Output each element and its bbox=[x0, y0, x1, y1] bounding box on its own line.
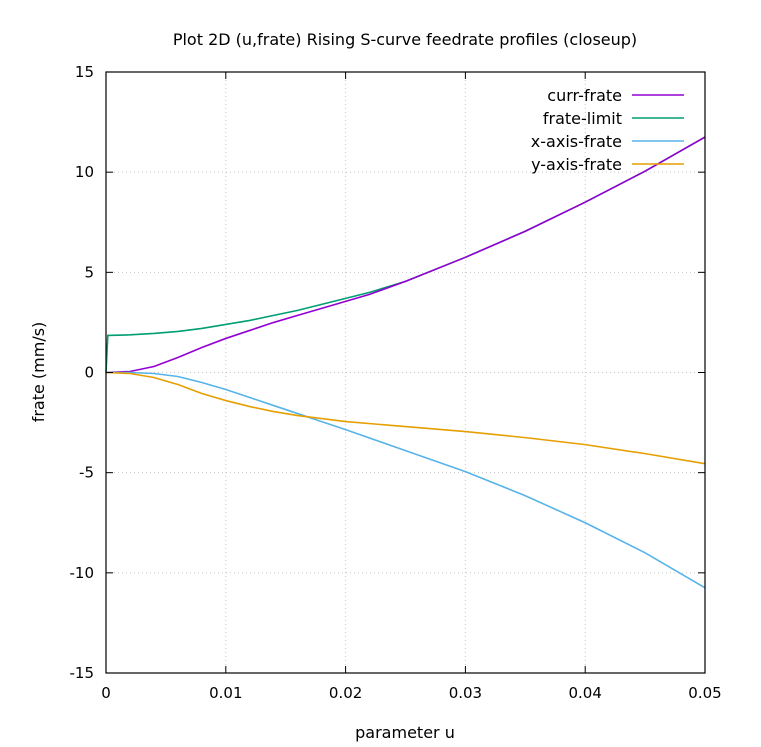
tick-layer: 0 0.01 0.02 0.03 0.04 0.05 -15 -10 -5 0 5 10 15 bbox=[70, 63, 722, 702]
x-tick-label: 0.05 bbox=[688, 684, 721, 702]
series-line-x-axis-frate bbox=[106, 371, 706, 589]
legend-label: curr-frate bbox=[547, 86, 622, 105]
grid-lines bbox=[106, 72, 705, 673]
y-tick-label: -15 bbox=[70, 664, 95, 682]
y-tick-label: -10 bbox=[70, 564, 95, 582]
x-tick-label: 0.01 bbox=[209, 684, 242, 702]
legend-label: y-axis-frate bbox=[531, 155, 622, 174]
legend: curr-frate frate-limit x-axis-frate y-axis-… bbox=[531, 86, 684, 174]
y-axis-label: frate (mm/s) bbox=[29, 322, 48, 423]
x-tick-label: 0.03 bbox=[449, 684, 482, 702]
x-tick-label: 0.04 bbox=[568, 684, 601, 702]
y-tick-label: -5 bbox=[79, 464, 94, 482]
x-axis-label: parameter u bbox=[355, 723, 455, 742]
x-tick-label: 0 bbox=[101, 684, 111, 702]
y-tick-label: 10 bbox=[75, 163, 94, 181]
legend-label: x-axis-frate bbox=[531, 132, 622, 151]
y-tick-label: 5 bbox=[84, 263, 94, 281]
series-line-y-axis-frate bbox=[105, 371, 706, 465]
chart-title: Plot 2D (u,frate) Rising S-curve feedrat… bbox=[173, 30, 637, 49]
y-tick-label: 15 bbox=[75, 63, 94, 81]
series-line-curr-frate bbox=[105, 136, 706, 374]
legend-label: frate-limit bbox=[543, 109, 622, 128]
series-layer bbox=[105, 136, 706, 589]
y-tick-label: 0 bbox=[84, 364, 94, 382]
x-tick-label: 0.02 bbox=[329, 684, 362, 702]
